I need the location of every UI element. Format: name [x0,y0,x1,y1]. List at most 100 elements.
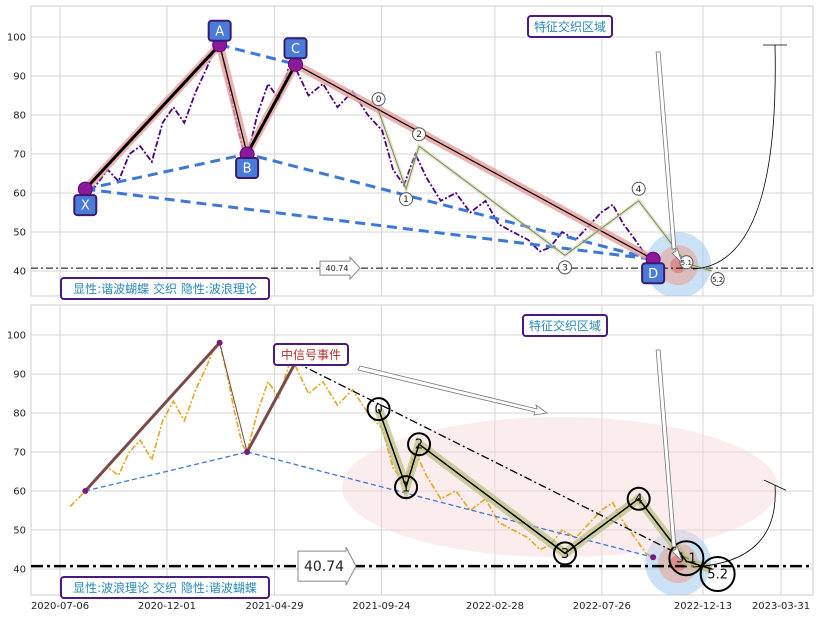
pattern-label-box [641,262,666,285]
harmonic-leg-line [219,342,248,453]
harmonic-cd-line [295,361,694,562]
y-tick-label: 60 [13,189,26,200]
y-tick-label: 50 [13,526,26,537]
projection-arc [693,44,776,270]
level-value-label: 40.74 [304,559,344,575]
y-tick-label: 100 [7,33,26,44]
wave-label-2: 2 [416,130,422,140]
harmonic-xb-line [85,451,248,492]
footer-label-text: 显性:谐波蝴蝶 交织 隐性:波浪理论 [73,281,257,296]
signal-arrow [357,365,549,416]
y-tick-label: 40 [13,267,26,278]
zone-arrow [655,51,683,264]
wave-label-1: 1 [403,195,409,205]
harmonic-leg-line [219,44,248,155]
footer-label-box [60,576,270,599]
zone-label-text: 特征交织区域 [534,19,606,34]
x-tick-label: 2021-04-29 [246,601,304,612]
pattern-point-dot [650,554,657,561]
wave-label-3: 3 [562,263,568,273]
y-tick-label: 70 [13,448,26,459]
footer-label-box [60,277,270,300]
y-tick-label: 70 [13,150,26,161]
harmonic-ac-line [219,43,296,66]
pattern-label-X: X [81,199,90,214]
wave-label-circle [626,486,651,511]
plot-area: 0 1 2 3 4 5.1 5.2 40.74 [31,305,813,595]
y-tick-label: 80 [13,409,26,420]
signal-label-text: 中信号事件 [281,347,341,362]
wave-line [377,408,712,570]
signal-label-box [273,343,349,366]
pattern-label-A: A [215,24,224,39]
zone-label-box [527,15,613,38]
y-tick-label: 90 [13,72,26,83]
pattern-label-B: B [243,162,252,177]
wave-label-5-2: 5.2 [707,568,728,583]
wave-label-circle [366,397,391,422]
wave-label-circle [407,432,432,457]
harmonic-leg-line [84,341,221,493]
x-tick-label: 2021-09-24 [352,601,410,612]
wave-label-circle [412,127,427,142]
wave-label-2: 2 [415,438,423,453]
wave-label-3: 3 [561,547,569,562]
pattern-label-box [283,37,308,60]
wave-label-circle [679,255,694,270]
projection-arc-cap [763,479,787,491]
wave-label-circle [557,260,572,275]
harmonic-leg-line [295,63,654,260]
pattern-point-dot [288,56,304,72]
level-value-arrow [297,546,357,586]
zone-label-box [522,314,608,337]
y-tick-label: 40 [13,565,26,576]
wave-label-5-1: 5.1 [676,552,697,567]
projection-arc [693,485,776,568]
wave-label-circle [394,475,419,500]
pattern-label-box [73,194,98,217]
wave-label-5-2: 5.2 [712,276,723,284]
harmonic-leg-line [84,43,221,191]
wave-label-circle [552,541,577,566]
harmonic-leg-line [245,63,297,155]
wave-zone-ellipse [342,417,778,558]
x-tick-label: 2020-07-06 [31,601,89,612]
x-tick-label: 2022-02-28 [466,601,524,612]
zone-arrow [655,349,683,562]
pattern-point-dot [216,339,223,346]
y-tick-label: 100 [7,331,26,342]
x-tick-label: 2022-07-26 [573,601,631,612]
pattern-label-C: C [291,42,300,57]
pattern-label-D: D [648,267,658,282]
pattern-label-box [207,19,232,42]
wave-label-circle [631,181,646,196]
pattern-point-dot [77,181,93,197]
level-value-label: 40.74 [326,264,349,273]
x-tick-label: 2022-12-13 [674,601,732,612]
bottom-panel: 0 1 2 3 4 5.1 5.2 40.74 40 50 60 70 80 90 100 2020-07-0… [7,304,814,612]
wave-label-4: 4 [635,492,643,507]
x-tick-label: 2020-12-01 [138,601,196,612]
wave-label-circle [699,556,736,592]
y-tick-label: 90 [13,370,26,381]
price-series-line [69,341,654,559]
top-panel: 0 1 2 3 4 5.1 5.2 X A B C D 40.74 40 50 60 70 80 90 100 特征交织… [7,5,814,300]
pattern-point-dot [82,488,89,494]
harmonic-leg-line [245,361,297,453]
pattern-label-box [235,157,260,179]
wave-label-5-1: 5.1 [681,259,692,267]
wave-label-circle [399,192,414,207]
y-tick-label: 50 [13,228,26,239]
zone-label-text: 特征交织区域 [529,318,601,333]
wave-label-4: 4 [636,185,642,195]
level-value-arrow [319,255,361,281]
y-tick-label: 60 [13,487,26,498]
wave-label-circle [371,92,386,107]
wave-label-circle [710,272,725,286]
wave-label-0: 0 [374,403,382,418]
price-series-line [84,43,654,261]
wave-label-0: 0 [376,95,382,105]
y-tick-label: 80 [13,111,26,122]
